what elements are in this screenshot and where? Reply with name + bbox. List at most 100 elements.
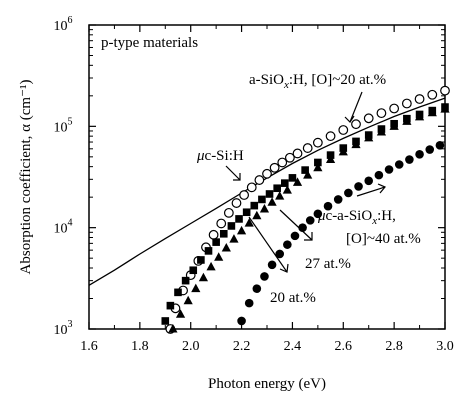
- arrow-ucasiox-40: [356, 186, 386, 197]
- series-c-a-siox-h-o-40-at-point: [267, 260, 277, 270]
- series-20-at-point: [427, 107, 437, 117]
- series-a-siox-h-o-20-at: [165, 85, 450, 334]
- series-20-at-point: [259, 203, 270, 213]
- series-20-at-point: [183, 295, 193, 305]
- x-tick-label: 2.2: [233, 339, 251, 354]
- series-27-at-point: [250, 201, 259, 210]
- x-tick-label: 2.6: [335, 339, 353, 354]
- annotation-20: 20 at.%: [270, 290, 316, 306]
- series-c-a-siox-h-o-40-at-point: [364, 176, 374, 186]
- series-20-at-point: [198, 272, 209, 282]
- series-20-at-point: [267, 197, 277, 206]
- series-20-at-point: [244, 218, 254, 227]
- series-a-siox-h-o-20-at-point: [277, 157, 288, 168]
- series-c-a-siox-h-o-40-at-point: [252, 284, 262, 293]
- series-a-siox-h-o-20-at-point: [246, 182, 257, 193]
- series-20-at-point: [303, 170, 313, 179]
- series-a-siox-h-o-20-at-point: [302, 143, 313, 153]
- series-c-a-siox-h-o-40-at-point: [244, 298, 254, 308]
- arrowhead-asiox-20: [344, 115, 355, 123]
- series-20-at-point: [229, 234, 239, 243]
- x-tick-label: 2.8: [385, 339, 403, 354]
- series-27-at-point: [219, 229, 228, 238]
- series-20-at-point: [191, 283, 201, 293]
- series-a-siox-h-o-20-at-point: [440, 85, 450, 96]
- series-27-at-point: [161, 317, 170, 325]
- y-tick-label: 106: [54, 15, 73, 34]
- series-a-siox-h-o-20-at-point: [312, 137, 323, 148]
- x-tick-label: 3.0: [436, 339, 454, 354]
- series-c-a-siox-h-o-40-at-point: [344, 188, 353, 198]
- x-tick-label: 1.8: [131, 339, 149, 354]
- series-a-siox-h-o-20-at-point: [262, 168, 272, 179]
- annotation-arrows: [225, 91, 386, 273]
- annotation-ucasiox-40-line1: μc-a-SiOx:H,: [317, 208, 396, 227]
- x-axis-label: Photon energy (eV): [208, 376, 326, 392]
- arrowhead-ucsi: [233, 173, 241, 181]
- series-20-at-point: [414, 111, 425, 121]
- series-a-siox-h-o-20-at-point: [269, 162, 280, 173]
- annotation-ucasiox-40-line2: [O]~40 at.%: [346, 231, 421, 247]
- series-20-at-point: [168, 324, 178, 333]
- series-c-a-siox-h-o-40-at: [237, 140, 445, 326]
- series-c-a-siox-h-o-40-at-point: [237, 316, 246, 326]
- series-20-at-point: [252, 210, 262, 220]
- series-27-at-point: [281, 179, 289, 187]
- series-20-at-point: [351, 139, 361, 149]
- series-20-at-point: [376, 126, 387, 136]
- y-tick-label: 105: [54, 116, 73, 135]
- series-20-at-point: [175, 309, 186, 318]
- series-a-siox-h-o-20-at-point: [376, 108, 387, 119]
- series-20-at-point: [275, 191, 285, 200]
- series-27-at-point: [174, 288, 182, 297]
- series-c-a-siox-h-o-40-at-point: [394, 160, 404, 169]
- series-c-a-siox-h-o-40-at-point: [313, 209, 323, 219]
- series-20-at-point: [313, 162, 323, 172]
- series-27-at-point: [242, 208, 251, 217]
- y-tick-labels: 103 104 105 106: [54, 15, 73, 338]
- series-a-siox-h-o-20-at-point: [254, 175, 265, 185]
- series-27-at-point: [301, 166, 309, 174]
- series-a-siox-h-o-20-at-point: [325, 131, 336, 142]
- series-a-siox-h-o-20-at-point: [401, 98, 412, 109]
- series-c-a-siox-h-o-40-at-point: [425, 145, 435, 154]
- series-27-at-point: [288, 174, 297, 182]
- series-a-siox-h-o-20-at-point: [231, 198, 242, 208]
- series-27-at-point: [166, 301, 175, 310]
- series-c-a-siox-h-o-40-at-point: [374, 170, 384, 180]
- series-c-a-siox-h-o-40-at-point: [333, 195, 343, 204]
- arrow-ucsi: [225, 165, 241, 181]
- series-20-at-point: [325, 154, 336, 164]
- series-c-a-siox-h-o-40-at-point: [283, 240, 292, 249]
- series-c-a-siox-h-o-40-at-point: [260, 272, 269, 281]
- axis-ticks: [88, 24, 446, 330]
- arrowhead-27: [304, 232, 313, 241]
- series-c-a-siox-h-o-40-at-point: [384, 165, 394, 174]
- x-tick-label: 2.0: [182, 339, 200, 354]
- series-a-siox-h-o-20-at-point: [389, 103, 400, 114]
- annotation-ucsi: μc-Si:H: [196, 148, 244, 164]
- series-c-a-siox-h-o-40-at-point: [415, 149, 424, 159]
- series-27-at-point: [258, 195, 266, 204]
- series-c-a-siox-h-o-40-at-point: [305, 216, 315, 225]
- series-20-at-point: [338, 146, 348, 156]
- series-27-at-point: [227, 222, 236, 230]
- series-27-at-point: [212, 238, 220, 246]
- series-27-at-point: [189, 266, 198, 275]
- series-a-siox-h-o-20-at-point: [292, 148, 303, 159]
- series-27-at-point: [314, 158, 322, 167]
- series-27-at-point: [235, 215, 243, 223]
- series-20-at-point: [292, 177, 303, 186]
- series-27-at-point: [265, 190, 274, 198]
- series-c-a-siox-h-o-40-at-point: [354, 182, 363, 191]
- series-20-at-point: [221, 243, 231, 252]
- series-a-siox-h-o-20-at-point: [338, 125, 349, 135]
- series-20-at-point: [214, 252, 224, 261]
- annotation-asiox-20: a-SiOx:H, [O]~20 at.%: [249, 72, 386, 91]
- arrowhead-20: [279, 263, 289, 273]
- series-a-siox-h-o-20-at-point: [284, 152, 295, 163]
- series-20-at-point: [206, 261, 216, 271]
- arrowhead-ucasiox-40: [377, 183, 386, 194]
- series-20-at: [168, 104, 450, 333]
